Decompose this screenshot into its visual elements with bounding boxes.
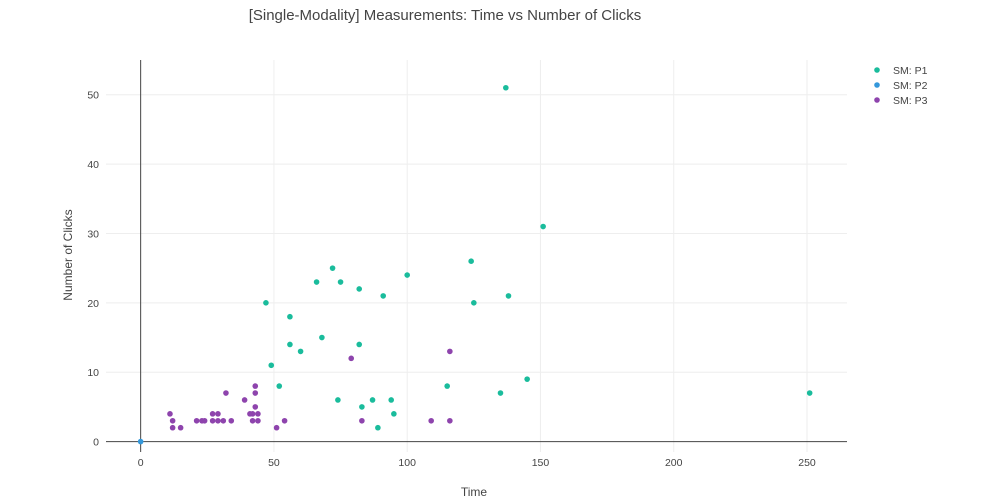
legend[interactable]: SM: P1 SM: P2 SM: P3: [874, 65, 928, 107]
data-point[interactable]: [249, 411, 256, 417]
data-point[interactable]: [273, 424, 280, 431]
data-point[interactable]: [388, 397, 395, 403]
data-point[interactable]: [201, 417, 208, 424]
data-points: [137, 84, 813, 445]
legend-marker: [874, 97, 880, 103]
series-3-points: [167, 348, 453, 431]
y-tick-label: 50: [87, 90, 99, 102]
data-point[interactable]: [215, 411, 221, 417]
data-point[interactable]: [255, 411, 261, 417]
data-point[interactable]: [356, 341, 363, 348]
data-point[interactable]: [375, 424, 381, 431]
y-tick-label: 0: [93, 437, 99, 449]
data-point[interactable]: [319, 334, 325, 341]
data-point[interactable]: [428, 417, 434, 424]
data-point[interactable]: [209, 417, 216, 424]
data-point[interactable]: [169, 417, 176, 424]
data-point[interactable]: [335, 397, 341, 403]
data-point[interactable]: [252, 390, 259, 396]
chart-title: [Single-Modality] Measurements: Time vs …: [249, 7, 642, 24]
y-tick-label: 10: [87, 367, 99, 379]
legend-label: SM: P3: [893, 95, 928, 107]
data-point[interactable]: [447, 348, 453, 355]
x-tick-label: 250: [798, 457, 816, 469]
data-point[interactable]: [524, 376, 530, 382]
data-point[interactable]: [337, 279, 344, 285]
data-point[interactable]: [220, 417, 227, 424]
data-point[interactable]: [313, 279, 320, 285]
legend-label: SM: P1: [893, 65, 928, 77]
x-tick-label: 0: [138, 457, 144, 469]
y-tick-label: 20: [87, 298, 99, 310]
data-point[interactable]: [169, 424, 176, 431]
series-2-points: [137, 438, 144, 445]
data-point[interactable]: [380, 293, 387, 299]
data-point[interactable]: [209, 411, 216, 417]
data-point[interactable]: [359, 417, 365, 424]
legend-marker: [874, 67, 880, 73]
data-point[interactable]: [177, 424, 184, 431]
data-point[interactable]: [806, 390, 813, 396]
data-point[interactable]: [348, 355, 355, 362]
data-point[interactable]: [137, 438, 144, 445]
data-point[interactable]: [391, 411, 397, 417]
data-point[interactable]: [193, 417, 200, 424]
data-point[interactable]: [263, 300, 269, 306]
data-point[interactable]: [268, 362, 275, 369]
x-tick-label: 50: [268, 457, 280, 469]
legend-item[interactable]: SM: P3: [874, 95, 928, 107]
data-point[interactable]: [252, 383, 259, 389]
y-tick-label: 40: [87, 159, 99, 171]
data-point[interactable]: [356, 286, 363, 292]
data-point[interactable]: [249, 417, 256, 424]
data-point[interactable]: [228, 417, 235, 424]
data-point[interactable]: [369, 397, 376, 403]
legend-item[interactable]: SM: P2: [874, 80, 928, 92]
data-point[interactable]: [297, 348, 304, 355]
data-point[interactable]: [223, 390, 229, 396]
data-point[interactable]: [497, 390, 504, 396]
data-point[interactable]: [503, 84, 509, 91]
data-point[interactable]: [471, 300, 477, 306]
data-point[interactable]: [329, 265, 336, 271]
data-point[interactable]: [287, 313, 293, 320]
data-point[interactable]: [287, 341, 293, 348]
axes: [106, 60, 847, 452]
data-point[interactable]: [255, 417, 261, 424]
data-point[interactable]: [444, 383, 450, 389]
legend-label: SM: P2: [893, 80, 928, 92]
data-point[interactable]: [404, 272, 410, 278]
y-axis-title: Number of Clicks: [61, 209, 75, 300]
data-point[interactable]: [540, 223, 546, 230]
series-1-points: [263, 84, 813, 431]
y-tick-label: 30: [87, 228, 99, 240]
x-tick-label: 150: [532, 457, 550, 469]
data-point[interactable]: [359, 404, 365, 410]
legend-marker: [874, 82, 880, 88]
x-tick-label: 200: [665, 457, 683, 469]
data-point[interactable]: [468, 258, 474, 265]
data-point[interactable]: [241, 397, 248, 403]
x-tick-label: 100: [398, 457, 416, 469]
data-point[interactable]: [447, 417, 453, 424]
data-point[interactable]: [276, 383, 283, 389]
data-point[interactable]: [252, 404, 259, 410]
tick-labels: 0 50 100 150 200 250 0 10 20 30 40 50: [87, 90, 816, 469]
data-point[interactable]: [167, 411, 173, 417]
data-point[interactable]: [215, 417, 221, 424]
x-axis-title: Time: [461, 485, 488, 499]
legend-item[interactable]: SM: P1: [874, 65, 928, 77]
data-point[interactable]: [281, 417, 288, 424]
data-point[interactable]: [505, 293, 512, 299]
